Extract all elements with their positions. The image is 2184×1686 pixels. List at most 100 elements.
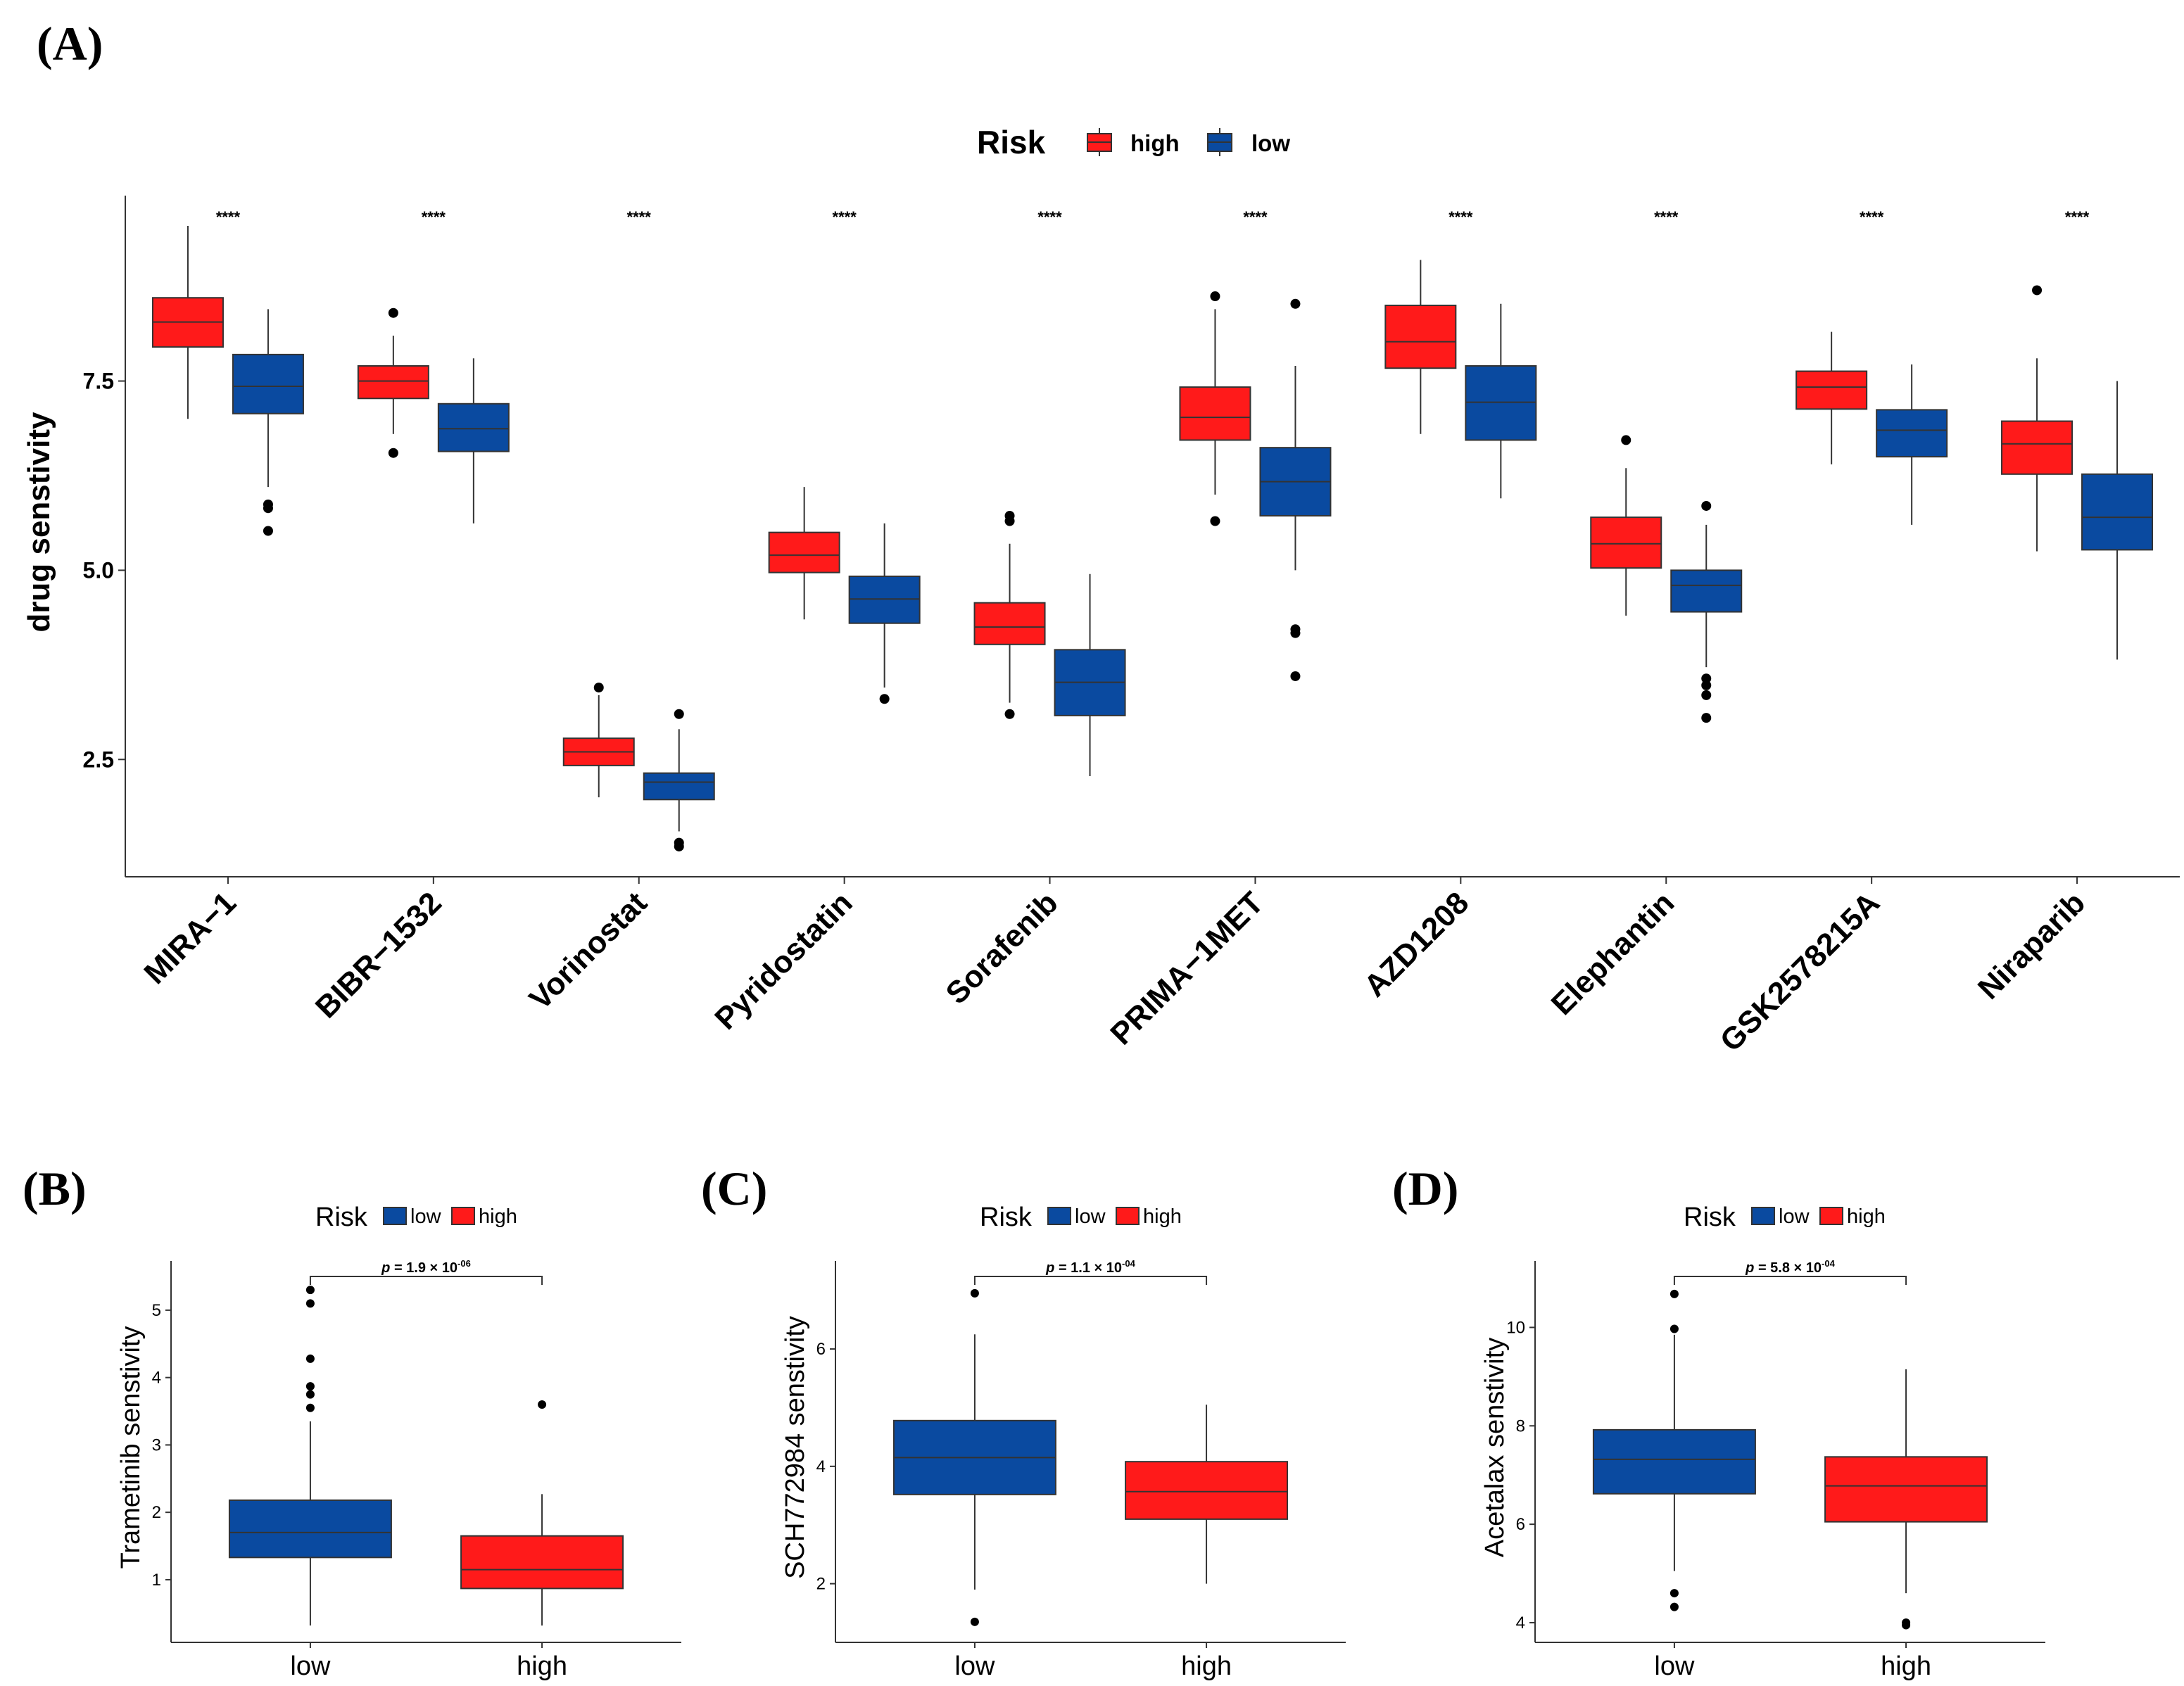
panel-a-high-box bbox=[768, 531, 840, 573]
panel-c-legend-key-high bbox=[1116, 1207, 1140, 1225]
panel-d-tag: (D) bbox=[1392, 1162, 1458, 1215]
panel-b-y-tick-label: 3 bbox=[152, 1435, 161, 1454]
panel-d: (D) Risk low high Acetalax senstivity 4 … bbox=[1392, 1162, 2045, 1681]
panel-d-y-tick-labels: 4 6 8 10 bbox=[1506, 1318, 1525, 1633]
panel-a-legend-title: Risk bbox=[977, 124, 1046, 160]
panel-a-low-box bbox=[1876, 409, 1948, 458]
panel-c-legend: Risk low high bbox=[980, 1203, 1182, 1232]
panel-a-low-box bbox=[1670, 569, 1743, 613]
panel-d-legend-key-low bbox=[1751, 1207, 1775, 1225]
panel-c-x-tick-label: high bbox=[1181, 1652, 1232, 1681]
panel-a-high-box bbox=[1590, 516, 1662, 569]
panel-c-legend-key-low bbox=[1047, 1207, 1071, 1225]
panel-a-y-axis-label: drug senstivity bbox=[22, 412, 56, 632]
panel-d-legend-title: Risk bbox=[1684, 1203, 1736, 1232]
panel-a-x-tick-label: AZD1208 bbox=[1358, 885, 1476, 1003]
panel-a-high-outlier bbox=[388, 448, 398, 458]
panel-b-legend-label-high: high bbox=[479, 1205, 517, 1228]
panel-b-legend-key-low bbox=[383, 1207, 407, 1225]
panel-b-low-outlier bbox=[305, 1403, 315, 1412]
panel-a-y-tick-label: 5.0 bbox=[83, 557, 114, 583]
panel-a-x-tick-label: PRIMA−1MET bbox=[1104, 885, 1270, 1051]
panel-a-low-outlier bbox=[1701, 500, 1712, 511]
panel-b-plot-area bbox=[165, 1261, 681, 1648]
panel-b-p-value-bracket bbox=[309, 1276, 543, 1285]
panel-d-plot-area bbox=[1529, 1261, 2045, 1648]
panel-a-significance-label: **** bbox=[1654, 208, 1679, 226]
panel-b-y-tick-label: 1 bbox=[152, 1571, 161, 1590]
panel-c-x-tick-label: low bbox=[954, 1652, 995, 1681]
panel-c-legend-label-low: low bbox=[1075, 1205, 1106, 1228]
panel-a-legend: Risk high low bbox=[977, 124, 1290, 160]
panel-b-y-axis-label: Trametinib senstivity bbox=[116, 1326, 146, 1569]
panel-a-legend-key-high bbox=[1087, 128, 1112, 156]
panel-c-legend-title: Risk bbox=[980, 1203, 1033, 1232]
panel-b-low-box bbox=[228, 1499, 392, 1559]
panel-a-x-tick-label: Niraparib bbox=[1971, 885, 2092, 1006]
panel-c-p-value: p = 1.1 × 10-04 bbox=[1045, 1258, 1135, 1276]
panel-d-y-tick-label: 8 bbox=[1516, 1416, 1525, 1435]
panel-d-y-tick-label: 6 bbox=[1516, 1515, 1525, 1534]
panel-d-x-tick-label: high bbox=[1881, 1652, 1931, 1681]
panel-a-tag: (A) bbox=[37, 17, 103, 70]
panel-d-x-tick-labels: low high bbox=[1654, 1652, 1931, 1681]
panel-a-y-tick-labels: 2.5 5.0 7.5 bbox=[83, 369, 114, 773]
panel-d-y-tick-label: 10 bbox=[1506, 1318, 1525, 1337]
panel-a-x-tick-label: BIBR−1532 bbox=[309, 885, 448, 1025]
panel-c-x-tick-labels: low high bbox=[954, 1652, 1232, 1681]
panel-a-x-tick-label: Sorafenib bbox=[939, 885, 1064, 1010]
panel-a-legend-key-low bbox=[1207, 128, 1232, 156]
panel-a-significance-label: **** bbox=[833, 208, 857, 226]
panel-d-legend-label-high: high bbox=[1847, 1205, 1886, 1228]
panel-d-legend: Risk low high bbox=[1684, 1203, 1886, 1232]
panel-d-low-box bbox=[1592, 1428, 1756, 1495]
panel-b-p-value: p = 1.9 × 10-06 bbox=[381, 1258, 471, 1276]
panel-a-high-outlier bbox=[1210, 291, 1220, 302]
panel-a-low-box bbox=[1465, 365, 1537, 441]
panel-a-high-box bbox=[357, 365, 429, 400]
panel-b-y-tick-label: 2 bbox=[152, 1503, 161, 1522]
panel-a-high-box bbox=[2001, 420, 2073, 475]
panel-d-high-box bbox=[1824, 1456, 1988, 1523]
panel-c-y-tick-label: 6 bbox=[816, 1340, 826, 1359]
panel-a-significance-labels: **** **** **** **** **** **** **** **** … bbox=[216, 208, 2090, 226]
panel-d-p-value-bracket bbox=[1673, 1276, 1907, 1285]
panel-b-y-tick-label: 5 bbox=[152, 1301, 161, 1320]
panel-b-low-outlier bbox=[305, 1286, 315, 1295]
panel-c-legend-label-high: high bbox=[1143, 1205, 1182, 1228]
panel-d-high-outlier bbox=[1902, 1621, 1911, 1630]
panel-a-high-outlier bbox=[1621, 435, 1631, 445]
panel-b-y-tick-label: 4 bbox=[152, 1369, 161, 1388]
panel-c-high-box bbox=[1125, 1461, 1289, 1520]
panel-b-x-tick-label: high bbox=[517, 1652, 567, 1681]
panel-b-low-outlier bbox=[305, 1382, 315, 1391]
panel-c-y-tick-label: 4 bbox=[816, 1457, 826, 1476]
panel-c-y-axis-label: SCH772984 senstivity bbox=[781, 1316, 810, 1579]
panel-a-high-box bbox=[1179, 386, 1251, 441]
panel-a-low-outlier bbox=[674, 841, 684, 851]
panel-a-high-box bbox=[1384, 304, 1457, 369]
panel-d-low-outlier bbox=[1669, 1289, 1679, 1298]
panel-a-significance-label: **** bbox=[627, 208, 652, 226]
panel-d-legend-key-high bbox=[1819, 1207, 1843, 1225]
panel-a-low-box bbox=[643, 772, 715, 801]
panel-a-low-outlier bbox=[1290, 298, 1301, 309]
panel-b-legend-label-low: low bbox=[410, 1205, 442, 1228]
panel-a-high-outlier bbox=[388, 308, 398, 318]
panel-b: (B) Risk low high Trametinib senstivity … bbox=[23, 1162, 681, 1681]
panel-c-y-tick-label: 2 bbox=[816, 1575, 826, 1594]
panel-d-low-outlier bbox=[1669, 1602, 1679, 1611]
panel-d-y-axis-label: Acetalax senstivity bbox=[1480, 1338, 1510, 1558]
panel-b-legend-title: Risk bbox=[315, 1203, 368, 1232]
panel-a: (A) Risk high low drug senstivity 2.5 5.… bbox=[22, 17, 2180, 1058]
panel-a-y-tick-label: 2.5 bbox=[83, 747, 114, 772]
panel-a-significance-label: **** bbox=[216, 208, 241, 226]
panel-b-tag: (B) bbox=[23, 1162, 87, 1215]
panel-d-x-tick-label: low bbox=[1654, 1652, 1695, 1681]
panel-a-high-outlier bbox=[1004, 709, 1015, 719]
panel-c-y-tick-labels: 2 4 6 bbox=[816, 1340, 826, 1594]
panel-a-low-outlier bbox=[263, 526, 273, 536]
panel-c-plot-area bbox=[830, 1261, 1346, 1648]
panel-a-significance-label: **** bbox=[422, 208, 446, 226]
